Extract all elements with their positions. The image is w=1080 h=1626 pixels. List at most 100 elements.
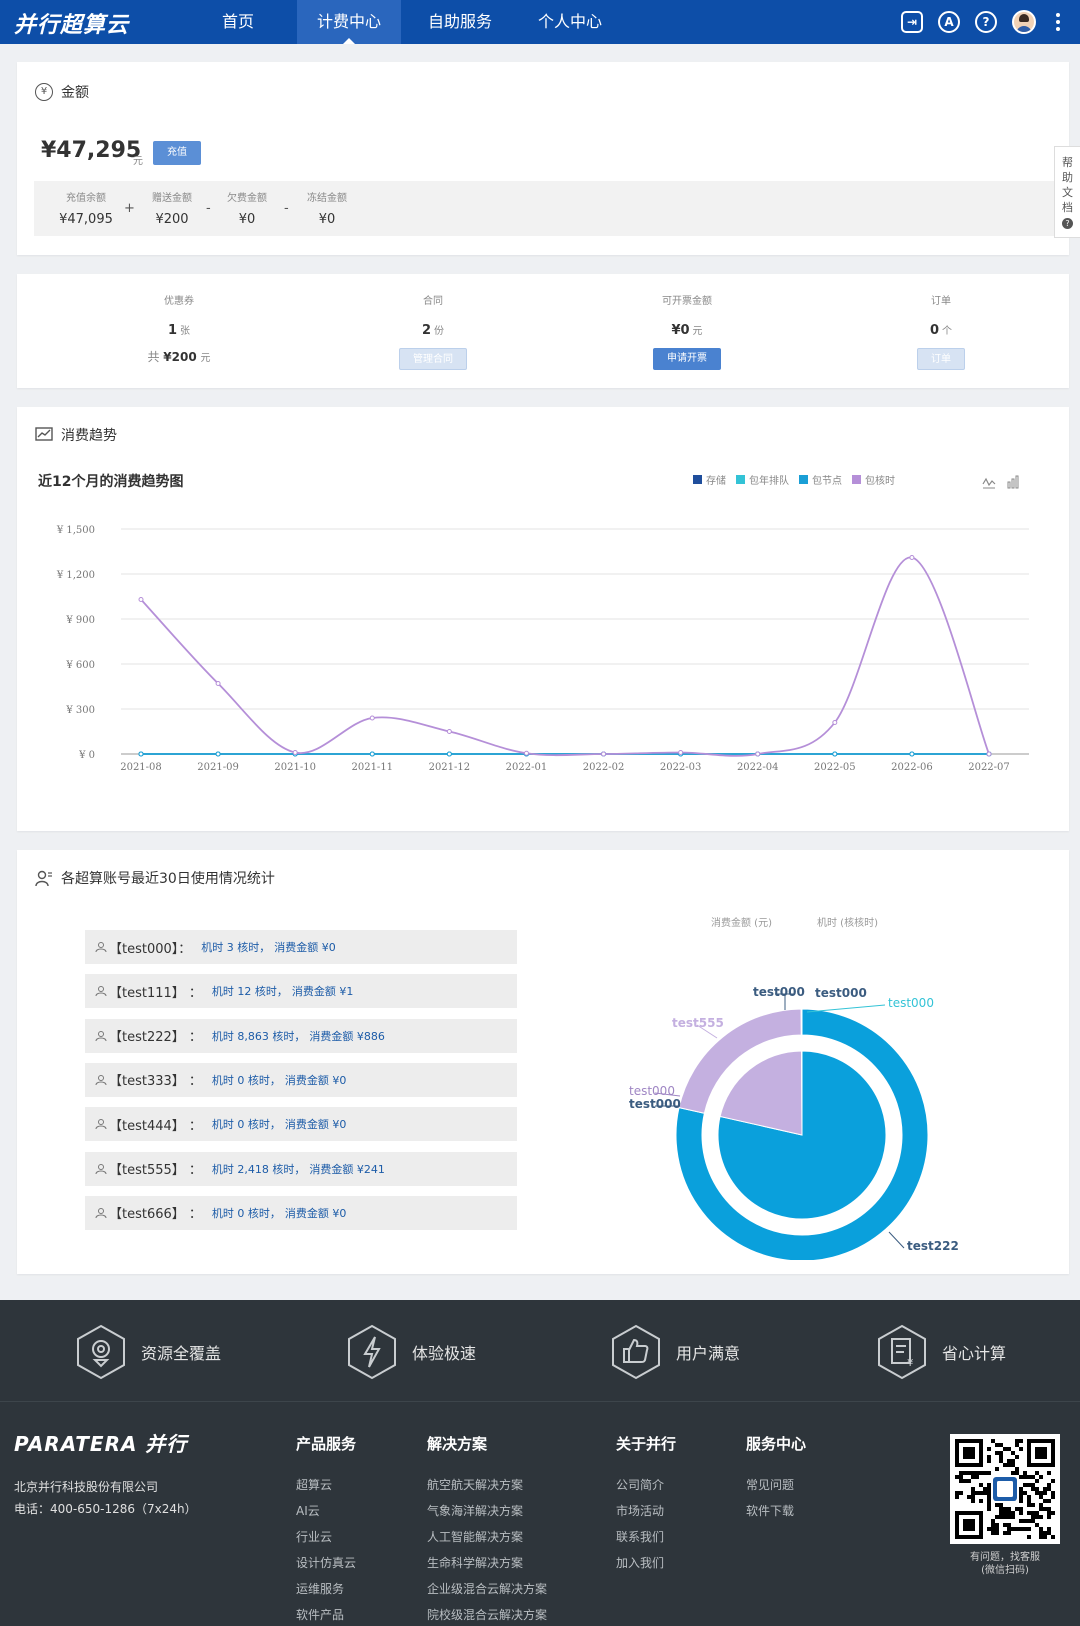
data-point[interactable]: [523, 750, 529, 756]
account-core-hours: 机时 0 核时，: [211, 1206, 281, 1220]
data-point[interactable]: [986, 751, 992, 757]
footer-link[interactable]: 市场活动: [616, 1504, 665, 1518]
footer-link[interactable]: 人工智能解决方案: [427, 1530, 524, 1544]
footer-link[interactable]: 常见问题: [746, 1478, 795, 1492]
data-point[interactable]: [446, 751, 452, 757]
outer-ring-slice[interactable]: [675, 1008, 929, 1260]
legend-core-hours[interactable]: 包核时: [852, 472, 895, 487]
nav-personal-center[interactable]: 个人中心: [537, 12, 602, 31]
location-hex-icon: [77, 1324, 125, 1380]
account-cost: 消费金额 ¥0: [284, 1073, 347, 1087]
frozen-amount: 冻结金额 ¥0: [302, 189, 352, 227]
invoice-amount-unit: 元: [692, 326, 703, 337]
account-name: 【test555】 ：: [109, 1163, 202, 1178]
arrears-amount-value: ¥0: [238, 212, 256, 227]
recharge-button[interactable]: 充值: [153, 141, 201, 165]
data-point[interactable]: [601, 751, 607, 757]
account-core-hours: 机时 12 核时，: [211, 985, 288, 999]
more-icon[interactable]: [1055, 11, 1061, 33]
help-docs-tab[interactable]: 帮助文档 ?: [1054, 146, 1080, 238]
footer-link[interactable]: 设计仿真云: [296, 1556, 357, 1570]
data-point[interactable]: [909, 751, 915, 757]
avatar[interactable]: [1012, 10, 1036, 34]
footer-link[interactable]: 公司简介: [616, 1478, 665, 1492]
pie-label-leader: [888, 1231, 905, 1249]
inner-pie-slice[interactable]: [719, 1050, 803, 1136]
help-icon[interactable]: ?: [975, 11, 997, 33]
account-cost: 消费金额 ¥886: [309, 1029, 385, 1043]
company-phone: 电话：400-650-1286（7x24h）: [14, 1502, 197, 1516]
legend-swatch: [736, 475, 745, 484]
pie-legend-cost[interactable]: 消费金额 (元): [711, 918, 772, 929]
invoice-amount-value: ¥0: [671, 323, 690, 338]
footer-link[interactable]: 生命科学解决方案: [427, 1556, 524, 1570]
outer-ring-slice[interactable]: [800, 1008, 803, 1036]
x-tick-label: 2022-07: [968, 762, 1010, 773]
footer-link[interactable]: AI云: [296, 1504, 320, 1518]
trend-line-chart: ¥ 1,500 ¥ 1,200 ¥ 900 ¥ 600 ¥ 300 ¥ 0 2021-08 2…: [56, 525, 1029, 773]
y-tick-label: ¥ 300: [65, 705, 95, 716]
line-chart-toggle-icon[interactable]: [982, 475, 996, 489]
data-point[interactable]: [215, 681, 221, 686]
data-point[interactable]: [678, 750, 684, 755]
y-tick-label: ¥ 600: [65, 660, 95, 671]
account-usage-row: 【test000】： 机时 3 核时， 消费金额 ¥0: [85, 930, 517, 964]
help-question-icon: ?: [1062, 218, 1073, 229]
footer-link[interactable]: 企业级混合云解决方案: [427, 1582, 548, 1596]
usage-title: 各超算账号最近30日使用情况统计: [61, 871, 275, 887]
amount-card: ¥ 金额 ¥47,295 元 充值 充值余额 ¥47,095 + 赠送金额 ¥2…: [17, 62, 1069, 255]
footer-link[interactable]: 联系我们: [616, 1530, 665, 1544]
footer-link[interactable]: 超算云: [296, 1478, 333, 1492]
data-point[interactable]: [832, 720, 838, 725]
legend-storage[interactable]: 存储: [693, 472, 726, 487]
alert-icon[interactable]: A: [938, 11, 960, 33]
footer-link[interactable]: 软件下载: [746, 1504, 795, 1518]
trend-chart-icon: [35, 427, 53, 441]
data-point[interactable]: [215, 751, 221, 757]
legend-swatch: [799, 475, 808, 484]
recharge-balance: 充值余额 ¥47,095: [56, 189, 116, 227]
legend-node-package[interactable]: 包节点: [799, 472, 842, 487]
orders-button[interactable]: 订单: [917, 348, 965, 370]
apply-invoice-button[interactable]: 申请开票: [653, 348, 721, 370]
top-navbar: 并行超算云 首页 计费中心 自助服务 个人中心 ⇥ A ?: [0, 0, 1080, 44]
bar-chart-toggle-icon[interactable]: [1006, 475, 1020, 489]
company-name: 北京并行科技股份有限公司: [14, 1480, 159, 1494]
footer-link[interactable]: 航空航天解决方案: [427, 1478, 524, 1492]
nav-billing-center[interactable]: 计费中心: [297, 0, 401, 44]
amount-header: ¥ 金额: [35, 82, 89, 102]
data-point[interactable]: [292, 750, 298, 755]
data-point[interactable]: [909, 555, 915, 560]
data-point[interactable]: [755, 751, 761, 757]
data-point[interactable]: [138, 751, 144, 757]
footer-link[interactable]: 行业云: [296, 1530, 333, 1544]
account-cost: 消费金额 ¥0: [274, 941, 336, 954]
feature-speed: 体验极速: [346, 1324, 476, 1380]
pie-legend-hours[interactable]: 机时 (核核时): [817, 918, 878, 929]
invoice-amount: ¥0 元: [557, 322, 817, 338]
feature-resources-label: 资源全覆盖: [141, 1344, 222, 1363]
nav-self-service[interactable]: 自助服务: [427, 12, 492, 31]
login-icon[interactable]: ⇥: [901, 11, 923, 33]
manage-contract-button[interactable]: 管理合同: [399, 348, 467, 370]
footer-link[interactable]: 运维服务: [296, 1582, 345, 1596]
footer-link[interactable]: 气象海洋解决方案: [427, 1504, 524, 1518]
footer-link[interactable]: 加入我们: [616, 1556, 665, 1570]
data-point[interactable]: [369, 751, 375, 757]
nav-home[interactable]: 首页: [221, 12, 254, 31]
order-label: 订单: [931, 296, 951, 307]
x-tick-label: 2022-02: [583, 762, 625, 773]
feature-satisfaction-label: 用户满意: [676, 1344, 741, 1363]
qr-note-line1: 有问题，找客服: [970, 1552, 1040, 1563]
data-point[interactable]: [138, 597, 144, 602]
legend-annual-queue[interactable]: 包年排队: [736, 472, 789, 487]
brand-logo[interactable]: 并行超算云: [14, 13, 130, 38]
data-point[interactable]: [369, 715, 375, 721]
data-point[interactable]: [446, 729, 452, 734]
footer-logo[interactable]: PARATERA 并行: [14, 1432, 188, 1456]
minus-operator: -: [284, 201, 289, 216]
data-point[interactable]: [832, 751, 838, 757]
footer-link[interactable]: 软件产品: [296, 1608, 345, 1622]
footer-link[interactable]: 院校级混合云解决方案: [427, 1608, 548, 1622]
